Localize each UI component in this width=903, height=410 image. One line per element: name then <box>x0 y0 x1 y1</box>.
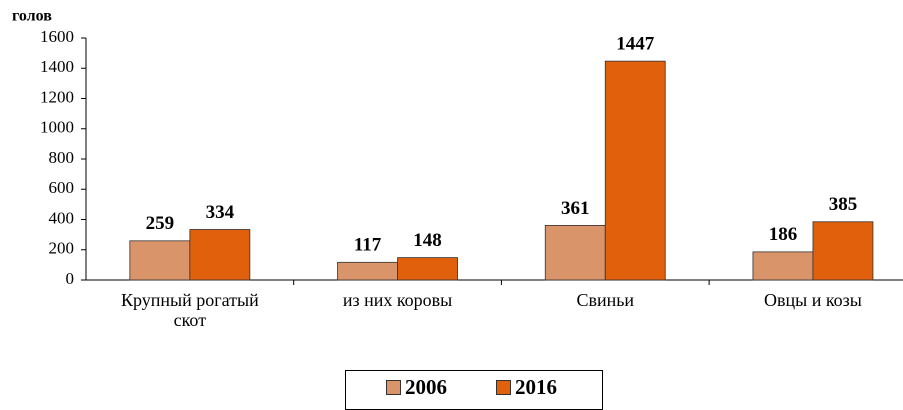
y-tick-label: 1400 <box>40 57 74 76</box>
bar <box>812 221 874 281</box>
data-label: 385 <box>829 194 858 215</box>
bar <box>604 60 666 281</box>
legend-item: 2006 <box>386 375 447 400</box>
y-tick-label: 800 <box>49 148 75 167</box>
data-label: 361 <box>561 198 590 219</box>
y-axis-label: голов <box>12 8 52 25</box>
data-label: 1447 <box>616 34 655 55</box>
y-tick-label: 1200 <box>40 87 74 106</box>
y-tick-label: 200 <box>49 239 75 258</box>
bar <box>752 251 814 281</box>
bar <box>189 229 251 281</box>
legend-swatch <box>386 380 401 395</box>
bar <box>397 257 458 281</box>
y-tick-label: 0 <box>66 269 75 288</box>
legend-label: 2016 <box>515 375 557 399</box>
x-tick-label: Крупный рогатый скот <box>120 290 259 330</box>
legend-item: 2016 <box>496 375 557 400</box>
y-tick-label: 400 <box>49 208 75 227</box>
x-tick-label: из них коровы <box>342 290 453 310</box>
y-tick-label: 1000 <box>40 118 74 137</box>
data-label: 259 <box>146 213 175 234</box>
bar <box>544 224 606 281</box>
data-label: 334 <box>206 202 235 223</box>
legend: 2006 2016 <box>345 370 603 410</box>
y-tick-label: 1600 <box>40 27 74 46</box>
data-label: 148 <box>413 230 442 251</box>
data-label: 117 <box>354 235 382 256</box>
x-tick-label: Свиньи <box>576 290 635 310</box>
bar <box>337 261 398 281</box>
x-tick-label: Овцы и козы <box>763 290 862 310</box>
legend-swatch <box>496 380 511 395</box>
data-label: 186 <box>769 224 798 245</box>
y-tick-label: 600 <box>49 178 75 197</box>
legend-label: 2006 <box>405 375 447 399</box>
bar <box>129 240 191 281</box>
